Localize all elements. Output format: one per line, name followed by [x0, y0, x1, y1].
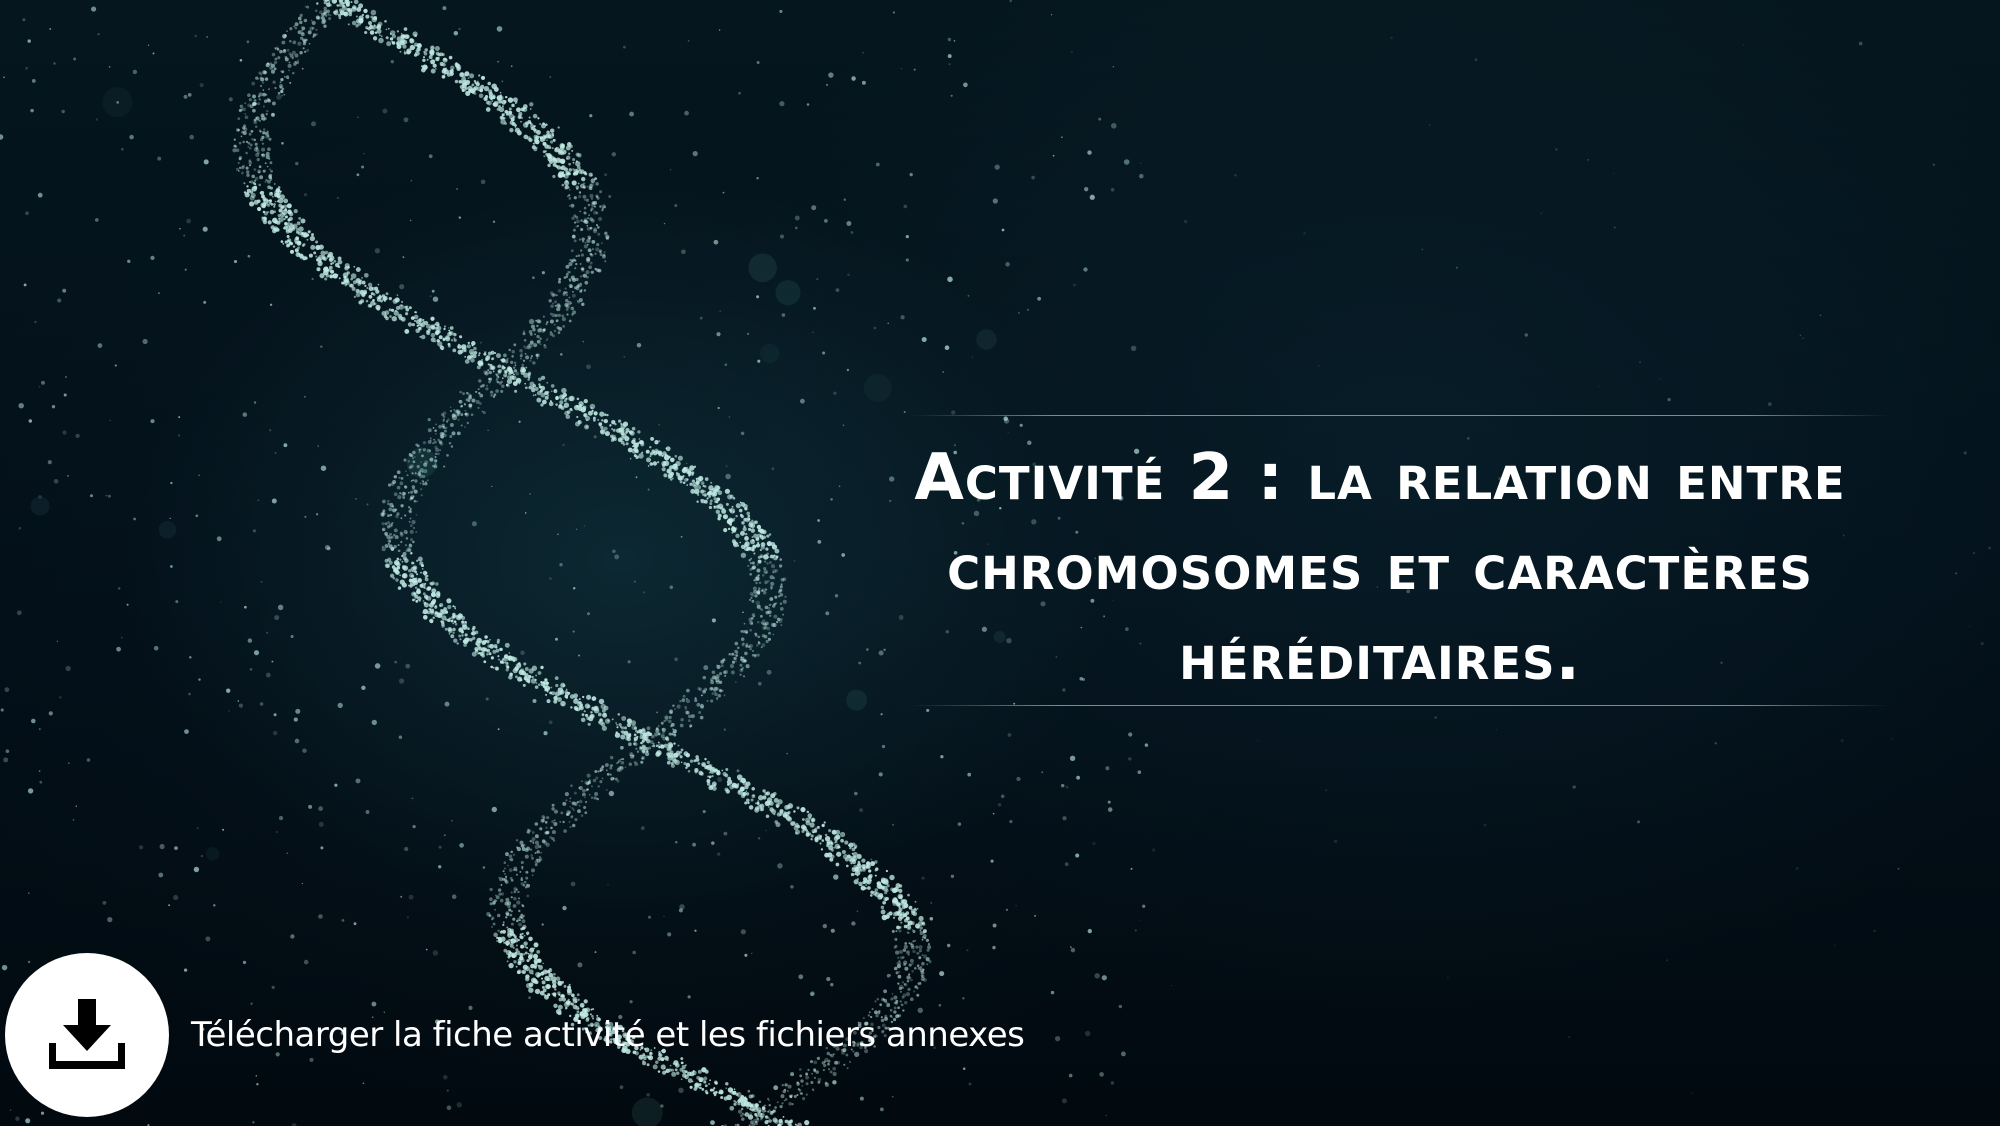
download-link[interactable]: Télécharger la fiche activité et les fic… — [5, 950, 1105, 1120]
title-top-rule — [910, 415, 1890, 416]
download-label[interactable]: Télécharger la fiche activité et les fic… — [191, 1015, 1025, 1055]
download-icon — [49, 999, 125, 1069]
slide-title: Activité 2 : la relation entre chromosom… — [914, 441, 1846, 695]
title-block: Activité 2 : la relation entre chromosom… — [880, 415, 1920, 707]
title-bottom-rule — [910, 705, 1890, 706]
download-button[interactable] — [5, 953, 169, 1117]
